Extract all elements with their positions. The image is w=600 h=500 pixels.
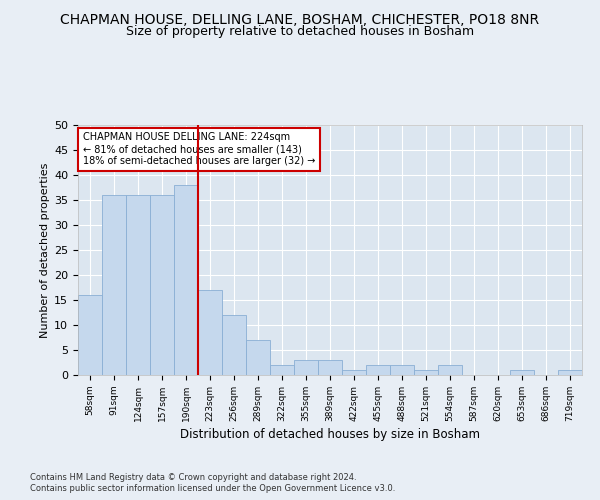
Text: Size of property relative to detached houses in Bosham: Size of property relative to detached ho…	[126, 25, 474, 38]
Bar	[174, 185, 198, 375]
Bar	[366, 365, 390, 375]
Text: CHAPMAN HOUSE, DELLING LANE, BOSHAM, CHICHESTER, PO18 8NR: CHAPMAN HOUSE, DELLING LANE, BOSHAM, CHI…	[61, 12, 539, 26]
Bar	[198, 290, 222, 375]
Bar	[438, 365, 462, 375]
Bar	[510, 370, 534, 375]
Bar	[246, 340, 270, 375]
Bar	[294, 360, 318, 375]
Bar	[390, 365, 414, 375]
X-axis label: Distribution of detached houses by size in Bosham: Distribution of detached houses by size …	[180, 428, 480, 441]
Text: CHAPMAN HOUSE DELLING LANE: 224sqm
← 81% of detached houses are smaller (143)
18: CHAPMAN HOUSE DELLING LANE: 224sqm ← 81%…	[83, 132, 316, 166]
Bar	[222, 315, 246, 375]
Bar	[150, 195, 174, 375]
Bar	[414, 370, 438, 375]
Bar	[318, 360, 342, 375]
Bar	[558, 370, 582, 375]
Bar	[270, 365, 294, 375]
Y-axis label: Number of detached properties: Number of detached properties	[40, 162, 50, 338]
Bar	[342, 370, 366, 375]
Bar	[78, 295, 102, 375]
Bar	[102, 195, 126, 375]
Text: Contains HM Land Registry data © Crown copyright and database right 2024.: Contains HM Land Registry data © Crown c…	[30, 472, 356, 482]
Bar	[126, 195, 150, 375]
Text: Contains public sector information licensed under the Open Government Licence v3: Contains public sector information licen…	[30, 484, 395, 493]
